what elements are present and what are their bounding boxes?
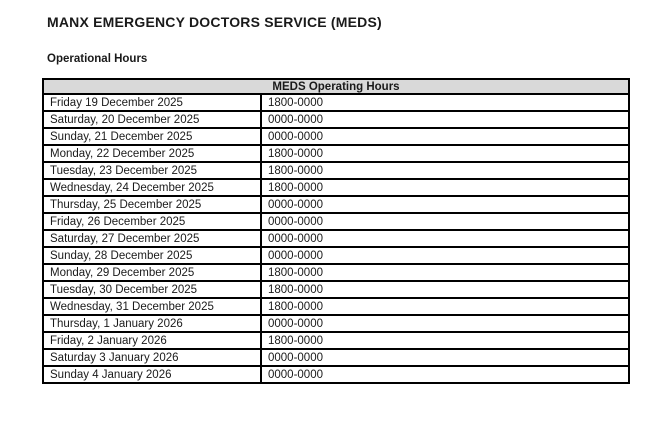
table-row: Tuesday, 23 December 2025 1800-0000 bbox=[42, 161, 630, 180]
hours-cell: 0000-0000 bbox=[260, 110, 630, 129]
table-row: Thursday, 25 December 2025 0000-0000 bbox=[42, 195, 630, 214]
date-cell: Thursday, 25 December 2025 bbox=[42, 195, 262, 214]
hours-cell: 1800-0000 bbox=[260, 144, 630, 163]
table-row: Monday, 29 December 2025 1800-0000 bbox=[42, 263, 630, 282]
section-heading-operational-hours: Operational Hours bbox=[47, 53, 148, 65]
table-row: Thursday, 1 January 2026 0000-0000 bbox=[42, 314, 630, 333]
table-row: Sunday, 28 December 2025 0000-0000 bbox=[42, 246, 630, 265]
page-title: MANX EMERGENCY DOCTORS SERVICE (MEDS) bbox=[47, 14, 382, 30]
hours-cell: 1800-0000 bbox=[260, 161, 630, 180]
hours-cell: 1800-0000 bbox=[260, 93, 630, 112]
date-cell: Friday, 2 January 2026 bbox=[42, 331, 262, 350]
hours-cell: 0000-0000 bbox=[260, 212, 630, 231]
date-cell: Sunday 4 January 2026 bbox=[42, 365, 262, 384]
table-row: Saturday, 20 December 2025 0000-0000 bbox=[42, 110, 630, 129]
table-row: Wednesday, 31 December 2025 1800-0000 bbox=[42, 297, 630, 316]
date-cell: Saturday, 20 December 2025 bbox=[42, 110, 262, 129]
date-cell: Monday, 22 December 2025 bbox=[42, 144, 262, 163]
date-cell: Sunday, 28 December 2025 bbox=[42, 246, 262, 265]
table-row: Sunday, 21 December 2025 0000-0000 bbox=[42, 127, 630, 146]
hours-cell: 1800-0000 bbox=[260, 280, 630, 299]
table-row: Tuesday, 30 December 2025 1800-0000 bbox=[42, 280, 630, 299]
hours-cell: 1800-0000 bbox=[260, 178, 630, 197]
date-cell: Tuesday, 30 December 2025 bbox=[42, 280, 262, 299]
hours-cell: 1800-0000 bbox=[260, 263, 630, 282]
date-cell: Saturday, 27 December 2025 bbox=[42, 229, 262, 248]
table-row: Sunday 4 January 2026 0000-0000 bbox=[42, 365, 630, 384]
date-cell: Sunday, 21 December 2025 bbox=[42, 127, 262, 146]
table-row: Wednesday, 24 December 2025 1800-0000 bbox=[42, 178, 630, 197]
date-cell: Friday, 26 December 2025 bbox=[42, 212, 262, 231]
hours-cell: 1800-0000 bbox=[260, 331, 630, 350]
date-cell: Thursday, 1 January 2026 bbox=[42, 314, 262, 333]
date-cell: Friday 19 December 2025 bbox=[42, 93, 262, 112]
hours-cell: 0000-0000 bbox=[260, 195, 630, 214]
table-row: Saturday 3 January 2026 0000-0000 bbox=[42, 348, 630, 367]
table-header-row: MEDS Operating Hours bbox=[42, 78, 630, 95]
date-cell: Tuesday, 23 December 2025 bbox=[42, 161, 262, 180]
hours-cell: 0000-0000 bbox=[260, 348, 630, 367]
date-cell: Saturday 3 January 2026 bbox=[42, 348, 262, 367]
table-row: Friday, 26 December 2025 0000-0000 bbox=[42, 212, 630, 231]
table-header-cell: MEDS Operating Hours bbox=[42, 78, 630, 95]
hours-cell: 0000-0000 bbox=[260, 127, 630, 146]
date-cell: Wednesday, 31 December 2025 bbox=[42, 297, 262, 316]
table-row: Saturday, 27 December 2025 0000-0000 bbox=[42, 229, 630, 248]
hours-cell: 1800-0000 bbox=[260, 297, 630, 316]
table-row: Friday, 2 January 2026 1800-0000 bbox=[42, 331, 630, 350]
table-row: Monday, 22 December 2025 1800-0000 bbox=[42, 144, 630, 163]
table-row: Friday 19 December 2025 1800-0000 bbox=[42, 93, 630, 112]
hours-cell: 0000-0000 bbox=[260, 229, 630, 248]
date-cell: Wednesday, 24 December 2025 bbox=[42, 178, 262, 197]
hours-cell: 0000-0000 bbox=[260, 246, 630, 265]
document-body: MANX EMERGENCY DOCTORS SERVICE (MEDS) Op… bbox=[42, 10, 630, 384]
hours-cell: 0000-0000 bbox=[260, 365, 630, 384]
hours-cell: 0000-0000 bbox=[260, 314, 630, 333]
operating-hours-table: MEDS Operating Hours Friday 19 December … bbox=[42, 78, 630, 384]
date-cell: Monday, 29 December 2025 bbox=[42, 263, 262, 282]
